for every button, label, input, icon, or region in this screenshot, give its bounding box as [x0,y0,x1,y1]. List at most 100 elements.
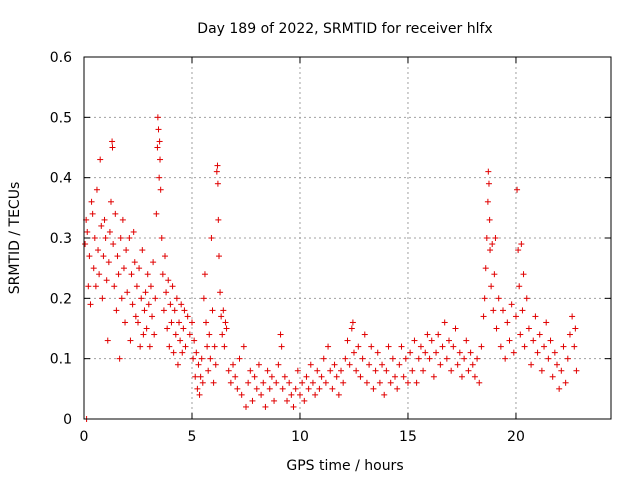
data-point [497,343,504,350]
data-point [240,343,247,350]
data-point [205,367,212,374]
data-point [194,385,201,392]
data-point [441,319,448,326]
data-point [169,283,176,290]
data-point [374,349,381,356]
data-point [101,216,108,223]
data-point [426,355,433,362]
data-point [151,331,158,338]
data-point [446,337,453,344]
data-point [454,361,461,368]
data-point [420,367,427,374]
data-point [118,295,125,302]
data-point [281,373,288,380]
data-point [98,222,105,229]
data-point [119,216,126,223]
data-point [153,210,160,217]
data-point [197,373,204,380]
data-point [154,144,161,151]
data-point [331,361,338,368]
data-point [255,361,262,368]
data-point [211,343,218,350]
data-point [273,379,280,386]
data-point [320,355,327,362]
data-point [448,367,455,374]
data-point [483,235,490,241]
data-point [538,367,545,374]
data-point [385,343,392,350]
data-point [104,337,111,344]
data-point [543,319,550,326]
data-point [142,289,149,296]
data-point [452,325,459,332]
data-point [209,307,216,314]
data-point [152,295,159,302]
plot-frame [83,56,612,420]
data-point [128,271,135,278]
data-point [204,343,211,350]
data-point [296,391,303,398]
data-point [111,283,118,290]
data-point [294,367,301,374]
data-point [387,379,394,386]
data-point [520,271,527,278]
data-point [234,385,241,392]
data-point [389,355,396,362]
data-point [361,331,368,338]
data-point [413,379,420,386]
data-point [166,343,173,350]
data-point [349,319,356,326]
data-point [275,361,282,368]
data-point [370,385,377,392]
data-point [284,397,291,404]
data-point [467,349,474,356]
data-point [487,247,494,254]
data-point [359,355,366,362]
data-point [206,331,213,338]
data-point [198,355,205,362]
data-point [450,343,457,350]
data-point [439,343,446,350]
data-point [481,295,488,302]
data-point [469,361,476,368]
data-point [130,228,137,235]
y-tick-label: 0.3 [50,231,72,247]
data-point [84,228,91,235]
data-point [381,391,388,398]
data-point [214,180,221,187]
data-point [157,186,164,193]
data-point [181,307,188,314]
data-point [201,271,208,278]
data-point [463,337,470,344]
data-point [222,319,229,326]
data-point [190,355,197,362]
data-point [266,385,273,392]
data-point [158,235,165,241]
data-point [335,391,342,398]
data-point [100,253,107,260]
data-point [562,379,569,386]
x-tick-label: 10 [291,429,309,445]
data-point [150,259,157,266]
data-point [113,307,120,314]
data-point [258,391,265,398]
data-point [288,391,295,398]
y-tick-label: 0.1 [50,352,72,368]
data-point [154,114,161,121]
data-point [435,331,442,338]
data-point [456,349,463,356]
data-point [407,349,414,356]
axis-ticks: 0 5 10 15 20 0 0.1 0.2 0.3 0.4 0.5 0.6 [50,50,611,445]
data-point [474,355,481,362]
data-point [156,138,163,145]
y-tick-label: 0.2 [50,291,72,307]
data-point [129,301,136,308]
data-point [333,373,340,380]
data-point [277,331,284,338]
y-tick-label: 0.6 [50,50,72,66]
data-point [145,301,152,308]
data-point [340,379,347,386]
data-point [573,367,580,374]
data-point [363,379,370,386]
data-point [225,367,232,374]
